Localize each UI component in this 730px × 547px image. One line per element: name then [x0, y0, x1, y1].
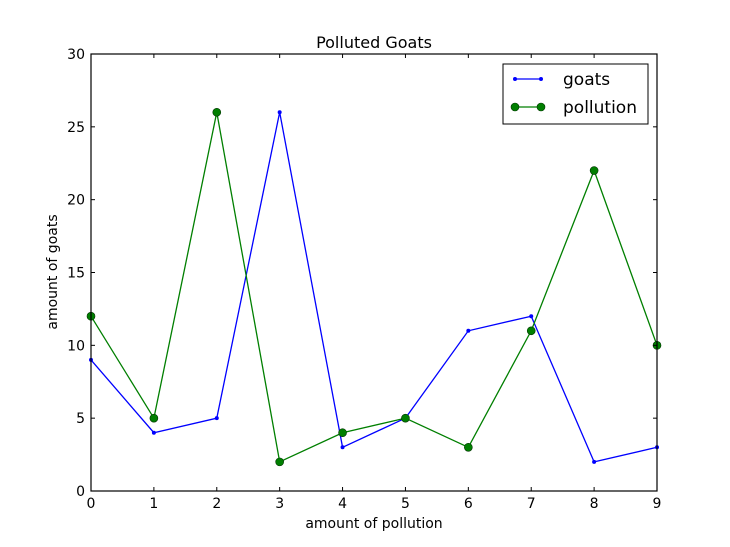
y-tick-label: 5 [76, 411, 85, 427]
chart-title: Polluted Goats [316, 33, 432, 52]
data-point-pollution [464, 442, 473, 452]
legend-item-goats: goats [513, 70, 610, 90]
y-tick-label: 30 [67, 47, 85, 63]
data-point-pollution [212, 107, 222, 117]
y-tick-label: 20 [67, 193, 85, 209]
x-tick-label: 1 [149, 496, 158, 512]
data-point-pollution [526, 326, 536, 336]
data-point-goats [214, 416, 219, 421]
data-point-goats [151, 430, 156, 435]
x-axis-ticks: 0 1 2 3 4 5 6 7 8 9 [87, 54, 662, 512]
y-tick-label: 10 [67, 338, 85, 354]
x-tick-label: 3 [275, 496, 284, 512]
legend-label-goats: goats [563, 70, 610, 90]
data-point-goats [277, 110, 282, 115]
data-point-pollution [401, 413, 410, 423]
data-point-pollution [275, 457, 284, 467]
legend-box [502, 63, 649, 125]
x-tick-label: 7 [527, 496, 536, 512]
legend-marker-pollution [510, 102, 520, 112]
y-tick-label: 25 [67, 120, 85, 136]
data-point-goats [340, 445, 345, 450]
y-tick-label: 15 [67, 266, 85, 282]
legend-marker-goats [539, 77, 543, 81]
plot-area [86, 107, 662, 467]
x-tick-label: 9 [653, 496, 662, 512]
series-line-pollution [90, 112, 658, 463]
data-point-goats [592, 459, 597, 464]
x-tick-label: 4 [338, 496, 347, 512]
legend: goats pollution [502, 63, 649, 125]
x-axis-label: amount of pollution [305, 516, 442, 532]
x-tick-label: 5 [401, 496, 410, 512]
data-point-goats [529, 314, 534, 319]
series-goats [89, 110, 659, 464]
y-tick-label: 0 [76, 484, 85, 500]
x-tick-label: 6 [464, 496, 473, 512]
data-point-goats [466, 328, 471, 333]
data-point-pollution [149, 413, 159, 423]
legend-marker-goats [513, 77, 517, 81]
y-axis-label: amount of goats [45, 214, 61, 329]
data-point-pollution [338, 428, 347, 438]
legend-label-pollution: pollution [563, 98, 637, 118]
x-tick-label: 0 [87, 496, 96, 512]
series-pollution [86, 107, 662, 467]
legend-item-pollution: pollution [510, 98, 637, 118]
series-line-goats [90, 112, 658, 463]
y-axis-ticks: 0 5 10 15 20 25 30 [67, 47, 657, 500]
x-tick-label: 8 [590, 496, 599, 512]
data-point-pollution [589, 166, 599, 175]
legend-marker-pollution [536, 102, 546, 112]
x-tick-label: 2 [212, 496, 221, 512]
